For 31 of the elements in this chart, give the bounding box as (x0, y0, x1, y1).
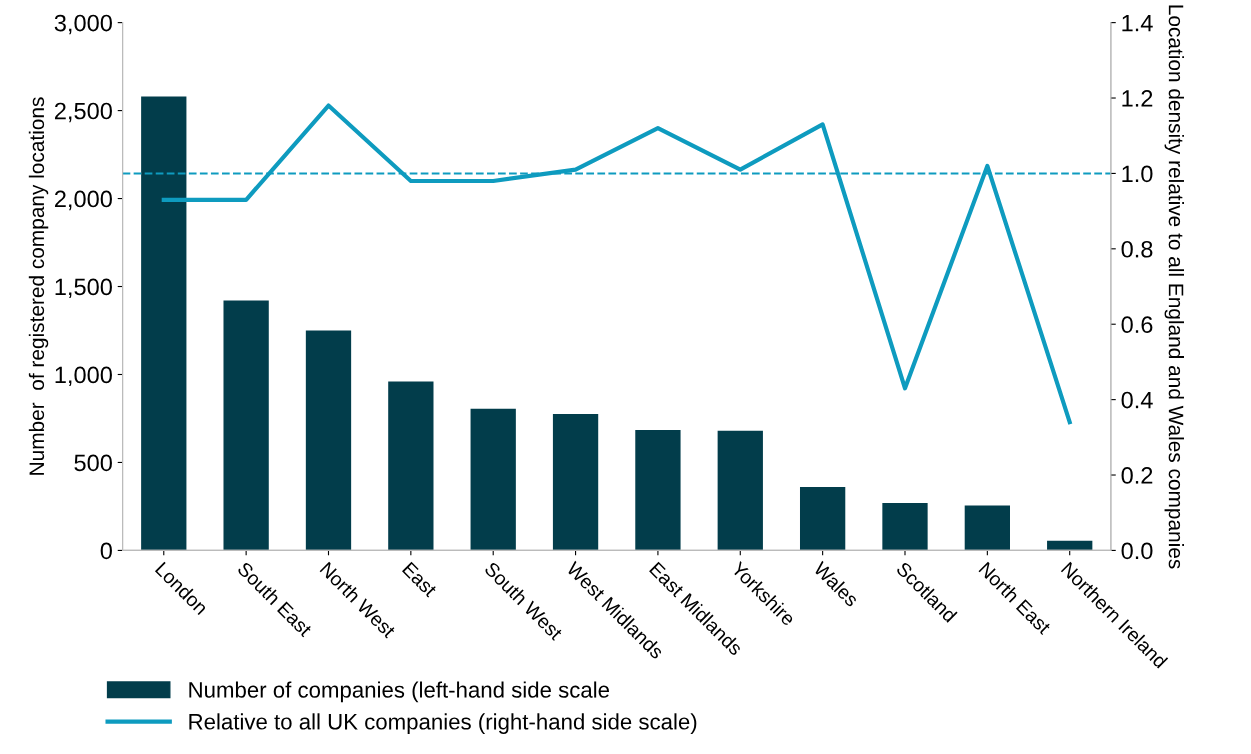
y-tick-label: 1,500 (55, 278, 112, 299)
y2-tick-label: 0.2 (1121, 467, 1153, 484)
legend-label: Number of companies (left-hand side scale (189, 681, 610, 703)
y2-tick-label: 1.4 (1122, 14, 1153, 32)
bar (552, 414, 599, 551)
y2-tick-label: 0.6 (1121, 316, 1153, 334)
bar (882, 502, 928, 551)
bar (635, 429, 681, 551)
y-tick-label: 0 (100, 542, 112, 560)
bar (717, 430, 763, 551)
bar (141, 96, 187, 551)
y2-tick-label: 0.8 (1121, 240, 1153, 258)
bar (799, 487, 846, 551)
y2-tick-label: 0.4 (1121, 391, 1153, 409)
y-tick-label: 1,000 (55, 366, 112, 387)
y2-tick-label: 0.0 (1121, 542, 1153, 560)
bar (470, 408, 516, 551)
bar (223, 300, 269, 551)
y2-tick-label: 1.0 (1122, 165, 1153, 183)
y-tick-label: 3,000 (54, 14, 112, 35)
bar (305, 330, 352, 551)
bar (1047, 540, 1093, 551)
y2-tick-label: 1.2 (1122, 90, 1153, 107)
bar (964, 505, 1010, 551)
y-tick-label: 2,500 (54, 102, 112, 123)
y-tick-label: 2,000 (54, 190, 112, 211)
y-tick-label: 500 (74, 454, 112, 472)
y2-axis-title: Location density relative to all England and Wales companies (1164, 5, 1184, 569)
legend-label: Relative to all UK companies (right-hand side scale) (189, 713, 697, 734)
y-axis-title: Number of registered company locations (28, 97, 49, 475)
bar (388, 381, 434, 551)
